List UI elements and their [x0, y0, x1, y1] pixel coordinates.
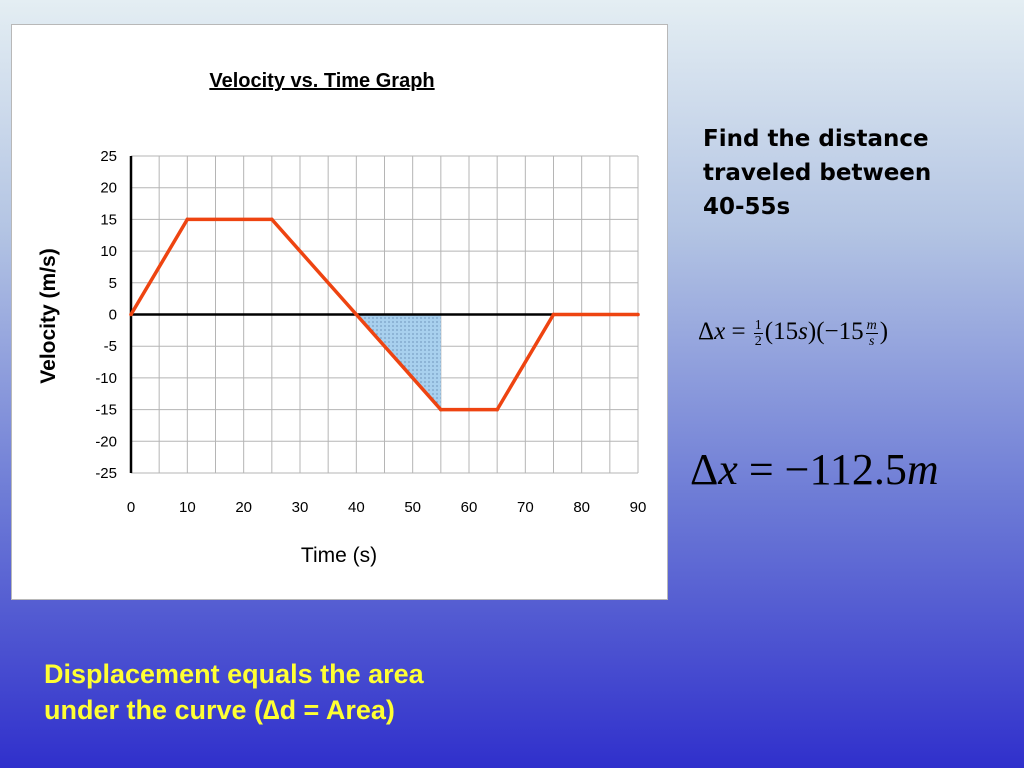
y-tick-label: -25	[95, 465, 117, 482]
x-tick-label: 10	[179, 499, 196, 516]
y-tick-label: -5	[104, 338, 117, 355]
y-tick-label: 10	[100, 243, 117, 260]
x-tick-label: 20	[235, 499, 252, 516]
eq2-var: x	[718, 445, 738, 494]
chart-title: Velocity vs. Time Graph	[209, 70, 434, 92]
eq1-term1-close: )	[807, 318, 817, 346]
velocity-time-chart: Velocity vs. Time Graph 2520151050-5-10-…	[37, 70, 647, 567]
y-tick-label: 15	[100, 211, 117, 228]
series-line-velocity	[129, 217, 638, 412]
question-line-1: Find the distance	[703, 126, 929, 152]
y-tick-label: 5	[109, 275, 117, 292]
data-point	[439, 407, 443, 412]
question-line-3: 40-55s	[703, 194, 791, 220]
y-tick-label: -20	[95, 433, 117, 450]
eq1-delta: Δ	[698, 318, 715, 346]
x-tick-label: 60	[461, 499, 478, 516]
x-tick-label: 30	[292, 499, 309, 516]
data-point	[354, 312, 359, 317]
eq1-term1-open: (15	[764, 318, 799, 346]
data-point	[185, 217, 190, 222]
result-equation: Δx = −112.5m	[690, 444, 1010, 504]
x-tick-label: 40	[348, 499, 365, 516]
data-point	[551, 312, 556, 317]
x-tick-label: 70	[517, 499, 534, 516]
caption-line-2: under the curve (∆d = Area)	[44, 695, 395, 725]
data-point	[270, 217, 274, 222]
eq2-delta: Δ	[690, 445, 719, 494]
y-tick-label: -15	[95, 402, 117, 419]
x-tick-label: 90	[630, 499, 647, 516]
eq1-equals: =	[725, 318, 752, 346]
eq1-half-num: 1	[753, 318, 763, 334]
eq2-value: −112.5	[784, 445, 907, 494]
chart-panel: Velocity vs. Time Graph 25 20 15 10 5 0 -5 -10-…	[11, 24, 668, 600]
y-tick-label: 25	[100, 148, 117, 165]
eq1-unit-num: m	[865, 318, 878, 334]
area-equation: Δx = 1 2 (15s)(−15 m s)	[698, 318, 998, 368]
y-tick-label: 20	[100, 180, 117, 197]
x-axis-label: Time (s)	[301, 544, 377, 567]
eq1-term2-close: )	[879, 318, 889, 346]
data-point	[495, 407, 499, 412]
data-point	[636, 312, 640, 317]
caption-line-1: Displacement equals the area	[44, 659, 424, 689]
x-tick-label: 80	[573, 499, 590, 516]
eq1-term1-unit: s	[798, 318, 808, 346]
eq1-term2-open: (−15	[816, 318, 864, 346]
x-tick-label: 50	[404, 499, 421, 516]
eq1-var: x	[714, 318, 726, 346]
eq2-unit: m	[906, 445, 939, 494]
question-text: Find the distance traveled between 40-55…	[703, 122, 1003, 224]
data-point	[129, 312, 133, 317]
y-axis-label: Velocity (m/s)	[37, 248, 60, 383]
eq1-half-den: 2	[754, 334, 762, 349]
x-tick-label: 0	[127, 499, 135, 516]
eq1-unit-den: s	[868, 334, 875, 349]
y-tick-label: 0	[109, 307, 117, 324]
eq2-equals: =	[737, 445, 785, 494]
caption-text: Displacement equals the area under the c…	[44, 656, 604, 728]
question-line-2: traveled between	[703, 160, 932, 186]
y-tick-label: -10	[95, 370, 117, 387]
